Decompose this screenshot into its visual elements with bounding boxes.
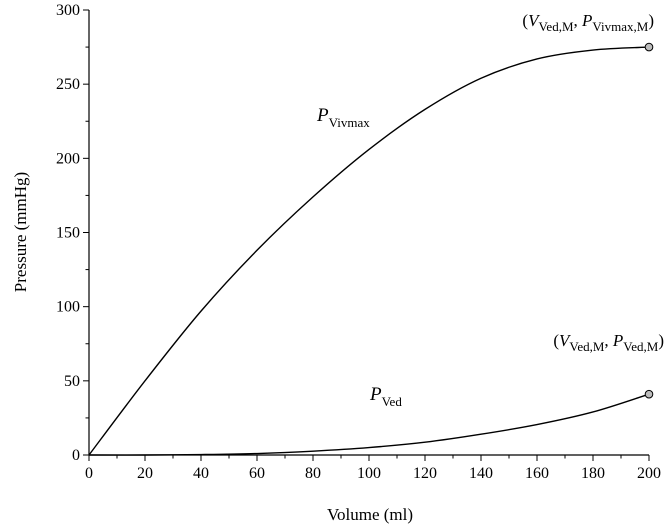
annotation-open-paren: ( <box>522 11 528 30</box>
x-tick-label: 40 <box>193 465 209 482</box>
series-line-p-vivmax <box>88 46 650 456</box>
series-label-main: P <box>316 105 329 126</box>
x-tick-label: 140 <box>469 465 493 482</box>
endpoint-marker-p-ved <box>644 389 654 399</box>
axes <box>88 10 649 456</box>
annotation-v-symbol: V <box>559 331 572 350</box>
annotation-p-symbol: P <box>581 11 592 30</box>
series-line-p-ved <box>88 393 650 456</box>
y-axis-title: Pressure (mmHg) <box>11 172 30 292</box>
y-tick-label: 0 <box>72 447 80 464</box>
series-label-subscript: Ved <box>382 394 403 409</box>
x-tick-label: 60 <box>249 465 265 482</box>
annotation-p-subscript: Vivmax,M <box>592 19 648 34</box>
annotation-close-paren: ) <box>658 331 664 350</box>
annotation-vivmax-endpoint: (VVed,M, PVivmax,M) <box>522 11 654 34</box>
y-tick-label: 300 <box>56 2 80 19</box>
y-tick-label: 100 <box>56 299 80 316</box>
series <box>88 42 654 456</box>
series-label-p-ved: PVed <box>369 384 402 409</box>
annotation-v-symbol: V <box>528 11 541 30</box>
y-tick-label: 50 <box>64 373 80 390</box>
x-axis-title: Volume (ml) <box>327 505 413 524</box>
annotation-v-subscript: Ved,M <box>538 19 573 34</box>
x-tick-label: 180 <box>581 465 605 482</box>
annotation-v-subscript: Ved,M <box>569 339 604 354</box>
y-tick-label: 150 <box>56 225 80 242</box>
x-tick-label: 0 <box>85 465 93 482</box>
x-tick-label: 160 <box>525 465 549 482</box>
x-tick-label: 100 <box>357 465 381 482</box>
annotation-ved-endpoint: (VVed,M, PVed,M) <box>553 331 664 354</box>
series-label-subscript: Vivmax <box>329 115 371 130</box>
ticks: 0 20 40 60 80 100 120 140 160 180 200 0 50 100 150 200 2… <box>56 2 661 482</box>
y-tick-label: 200 <box>56 150 80 167</box>
annotation-close-paren: ) <box>648 11 654 30</box>
annotation-comma: , <box>604 331 613 350</box>
series-label-main: P <box>369 384 382 405</box>
annotation-p-subscript: Ved,M <box>623 339 658 354</box>
y-tick-label: 250 <box>56 76 80 93</box>
annotation-comma: , <box>574 11 583 30</box>
x-tick-label: 20 <box>137 465 153 482</box>
annotation-p-symbol: P <box>612 331 623 350</box>
endpoint-marker-p-vivmax <box>644 42 654 52</box>
series-label-p-vivmax: PVivmax <box>316 105 370 130</box>
annotation-open-paren: ( <box>553 331 559 350</box>
x-tick-label: 80 <box>305 465 321 482</box>
x-tick-label: 200 <box>637 465 661 482</box>
x-tick-label: 120 <box>413 465 437 482</box>
